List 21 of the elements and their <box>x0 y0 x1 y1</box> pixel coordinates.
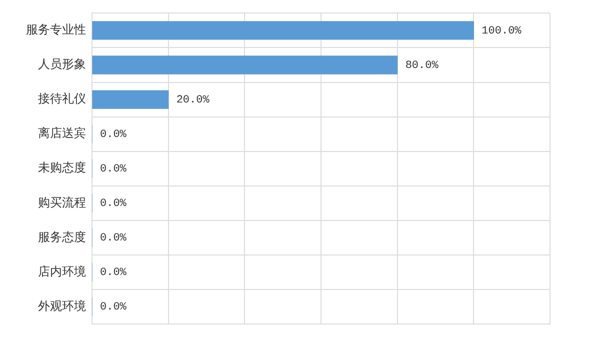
y-tick-label: 人员形象 <box>38 57 86 72</box>
data-label: 80.0% <box>405 60 439 72</box>
data-label: 0.0% <box>100 164 127 176</box>
y-tick-label: 店内环境 <box>38 264 86 278</box>
data-label: 20.0% <box>176 94 210 106</box>
data-label: 0.0% <box>100 267 127 280</box>
y-tick-label: 购买流程 <box>38 195 86 210</box>
bar <box>92 56 398 74</box>
bar <box>92 90 169 109</box>
data-label: 0.0% <box>100 302 127 314</box>
bar <box>92 21 474 40</box>
data-label: 0.0% <box>100 198 127 210</box>
y-tick-label: 未购态度 <box>38 160 86 175</box>
y-tick-label: 接待礼仪 <box>38 92 86 106</box>
y-tick-label: 服务态度 <box>38 230 86 244</box>
data-label: 0.0% <box>100 128 127 141</box>
y-tick-label: 离店送宾 <box>38 126 86 140</box>
y-tick-label: 服务专业性 <box>26 22 86 37</box>
data-label: 0.0% <box>100 232 127 245</box>
data-label: 100.0% <box>482 25 522 38</box>
y-tick-label: 外观环境 <box>38 298 86 313</box>
